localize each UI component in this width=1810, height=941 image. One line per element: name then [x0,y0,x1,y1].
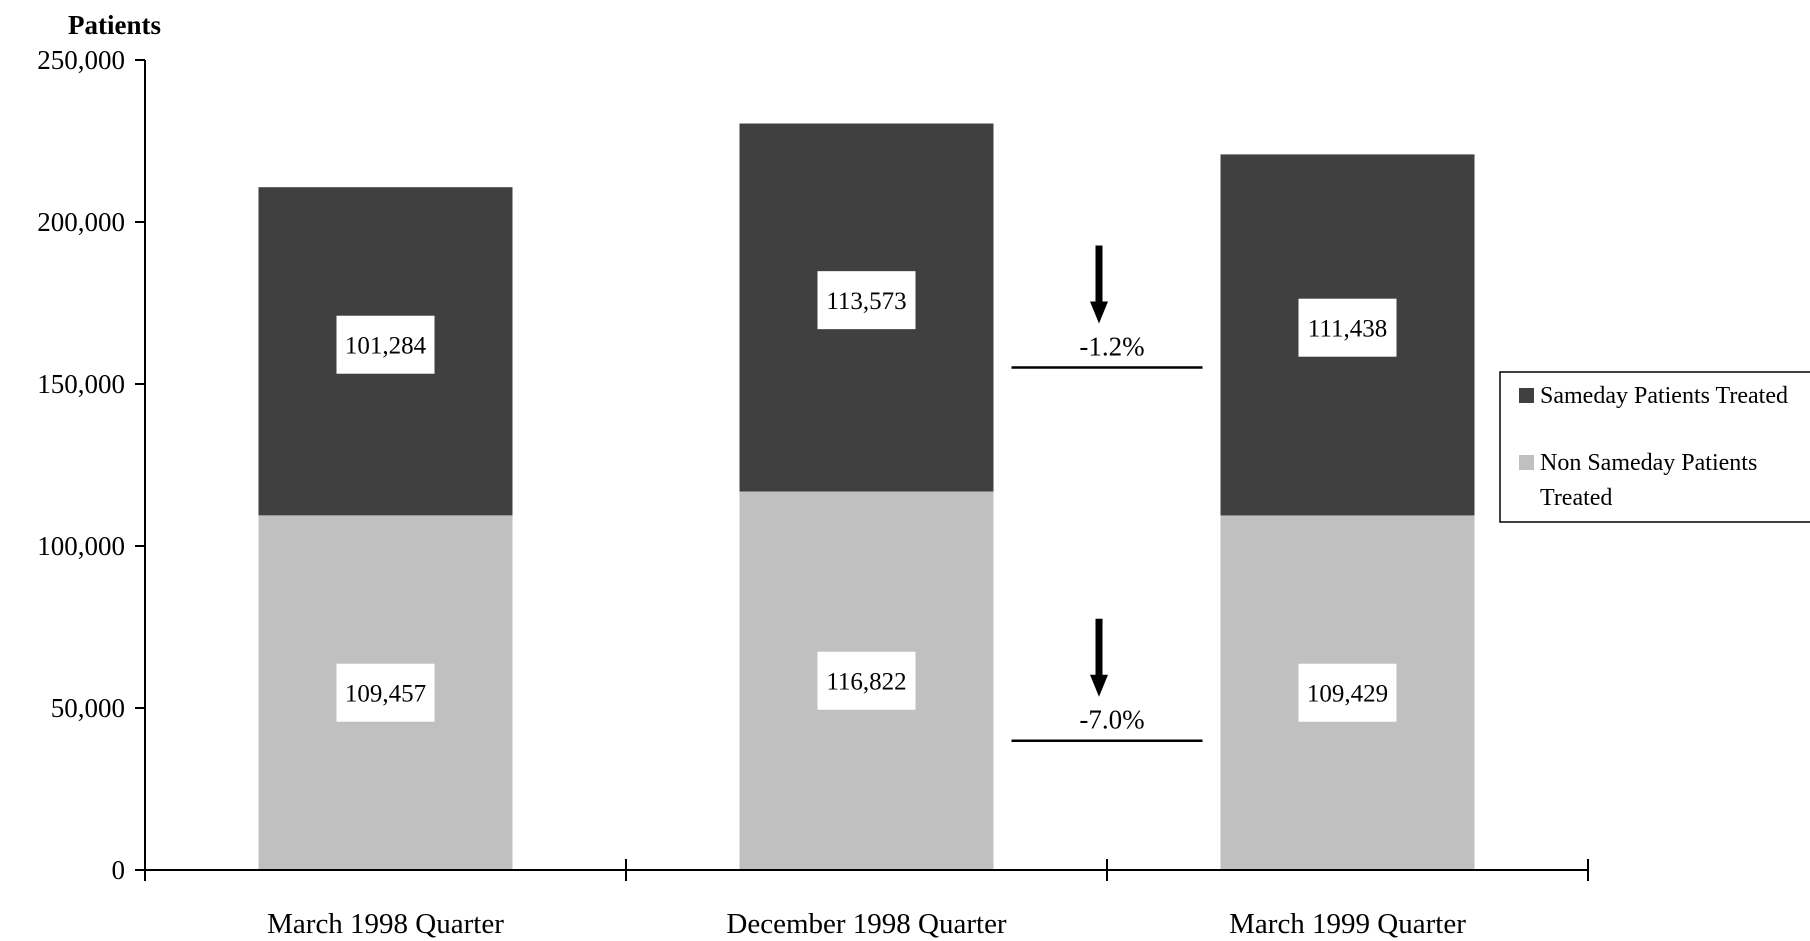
legend-swatch [1519,455,1534,470]
y-tick-label: 200,000 [37,207,125,237]
legend-swatch [1519,388,1534,403]
legend-label: Non Sameday Patients Treated [1540,450,1757,511]
down-arrow-head-icon [1090,301,1108,324]
x-tick-label: March 1998 Quarter [267,908,504,940]
legend-label: Sameday Patients Treated [1540,383,1788,409]
y-tick-label: 50,000 [51,693,125,723]
y-tick-label: 100,000 [37,531,125,561]
change-annotations: -1.2% -7.0% [1011,245,1203,742]
data-label-box [336,663,435,722]
y-axis-title: Patients [68,10,161,40]
y-tick-label: 0 [112,855,126,885]
data-label-box [817,271,916,330]
change-percent-label: -7.0% [1079,705,1144,735]
legend-box [1499,371,1810,523]
data-label-box [1298,663,1397,722]
data-label: 113,573 [826,288,906,315]
x-tick-label: March 1999 Quarter [1229,908,1466,940]
data-label: 101,284 [345,333,427,360]
legend: Sameday Patients Treated Non Sameday Pati… [1499,371,1810,523]
change-percent-label: -1.2% [1079,332,1144,362]
data-label: 109,457 [345,681,426,708]
data-label-box [336,315,435,374]
x-axis: March 1998 Quarter December 1998 Quarter M… [144,859,1589,940]
data-label: 111,438 [1308,316,1387,343]
y-axis: 0 50,000 100,000 150,000 200,000 250,000 [37,45,146,885]
data-label-box [1298,298,1397,357]
y-tick-label: 250,000 [37,45,125,75]
y-tick-label: 150,000 [37,369,125,399]
down-arrow-head-icon [1090,674,1108,697]
data-label-box [817,651,916,710]
data-label: 109,429 [1307,681,1388,708]
x-tick-label: December 1998 Quarter [726,908,1007,940]
data-label: 116,822 [826,669,906,696]
bars-group: 109,457 101,284 116,822 113,573 109,429 111,4… [258,123,1475,870]
